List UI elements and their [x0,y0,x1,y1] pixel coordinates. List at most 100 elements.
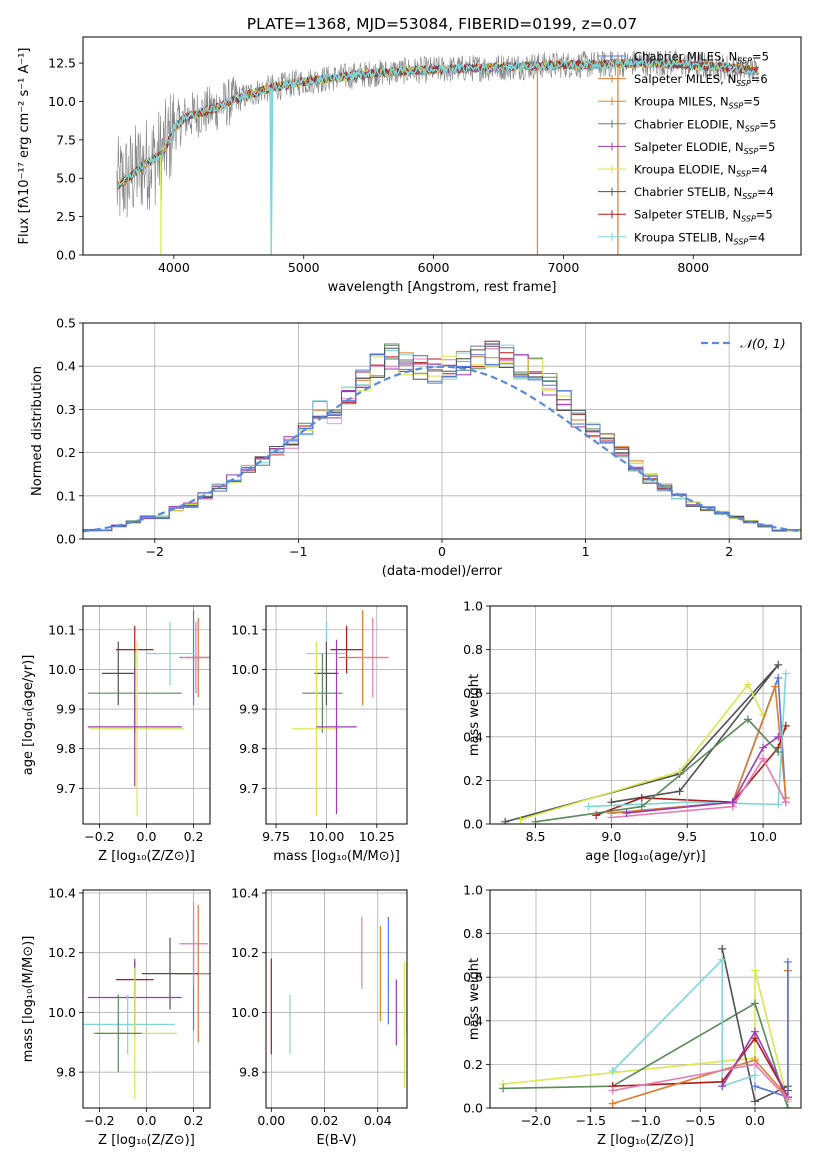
weight-point [683,798,692,807]
weight-point [637,802,646,811]
x-tick-label: −0.2 [84,829,114,844]
y-tick-label: 10.4 [48,885,76,900]
plot-area [501,660,790,824]
y-axis-label: age [log₁₀(age/yr)] [21,655,36,776]
weight-point [608,1086,617,1095]
y-tick-label: 0.2 [56,445,76,460]
weight-line [611,756,787,819]
y-tick-label: 1.0 [463,883,483,898]
weight-point [743,680,752,689]
weight-point [607,813,616,822]
legend-label: Kroupa ELODIE, NSSP=4 [634,163,768,179]
weight-point [718,1082,727,1091]
weight-line [611,677,787,814]
chart-title: PLATE=1368, MJD=53084, FIBERID=0199, z=0… [247,15,637,33]
weight-point [751,1060,760,1069]
weight-line [612,957,756,1088]
weight-point [751,1071,760,1080]
axes-frame [82,605,211,825]
weight-point [783,1095,792,1104]
weight-line [626,736,779,814]
weight-point [781,798,790,807]
x-axis-label: mass [log₁₀(M/M⊙)] [273,849,400,864]
weight-point [718,944,727,953]
x-tick-label: 10.0 [749,829,777,844]
x-tick-label: 6000 [418,260,450,275]
x-tick-label: −1.0 [630,1113,660,1128]
y-tick-label: 0.0 [463,817,483,832]
plot-area [270,916,407,1088]
weight-point [584,802,593,811]
y-tick-label: 0.5 [56,316,76,331]
axes-frame [489,889,802,1109]
x-tick-label: 9.5 [677,829,697,844]
weight-point [783,957,792,966]
x-tick-label: 7000 [547,260,579,275]
plot-area [499,944,792,1108]
x-tick-label: −0.2 [84,1113,114,1128]
y-tick-label: 9.7 [239,781,259,796]
weight-line [611,686,787,814]
weight-point [751,1097,760,1106]
legend: 𝒩(0, 1) [701,336,786,351]
weight-point [774,673,783,682]
weight-point [728,798,737,807]
x-tick-label: 4000 [158,260,190,275]
panel-Z-age: −0.2 0.0 0.2 9.7 9.8 9.9 10.0 10.1 Z [log₁₀(Z/Z⊙… [21,605,211,864]
y-tick-label: 1.0 [463,599,483,614]
weight-point [743,715,752,724]
x-tick-label: 1 [582,544,590,559]
x-tick-label: 0.02 [311,1113,339,1128]
x-tick-label: 0.2 [184,1113,204,1128]
weight-point [774,748,783,757]
x-tick-label: 10.00 [309,829,345,844]
plot-area [116,49,759,255]
x-tick-label: 0.0 [137,829,157,844]
y-tick-label: 0.0 [56,532,76,547]
y-tick-label: 0.2 [463,773,483,788]
x-tick-label: 2 [725,544,733,559]
x-tick-label: 0.0 [137,1113,157,1128]
y-tick-label: 0.2 [463,1057,483,1072]
x-axis-label: age [log₁₀(age/yr)] [585,849,706,864]
y-tick-label: 9.9 [56,702,76,717]
x-tick-label: 9.75 [262,829,290,844]
weight-point [675,767,684,776]
weight-point [499,1084,508,1093]
observed-spectrum [116,49,759,218]
legend-label: Chabrier ELODIE, NSSP=5 [634,117,776,133]
axes-frame [489,605,802,825]
y-tick-label: 10.0 [231,662,259,677]
x-tick-label: −2.0 [521,1113,551,1128]
weight-point [637,793,646,802]
x-tick-label: 9.0 [601,829,621,844]
x-tick-label: 10.25 [359,829,395,844]
y-tick-label: 0.6 [463,686,483,701]
x-tick-label: 0.2 [184,829,204,844]
y-axis-label: Normed distribution [30,366,45,496]
weight-point [751,966,760,975]
panel-Z-weight: −2.0 −1.5 −1.0 −0.5 0.0 0.0 0.2 0.4 0.6 0.8 1.0 Z [… [463,883,802,1148]
legend-label: Kroupa STELIB, NSSP=4 [634,230,765,246]
plot-area [292,609,389,817]
y-tick-label: 2.5 [56,209,76,224]
weight-point [783,1104,792,1108]
weight-point [608,1099,617,1108]
axes-frame [265,605,408,825]
weight-point [751,999,760,1008]
x-tick-label: 0.0 [745,1113,765,1128]
y-tick-label: 9.8 [56,741,76,756]
y-tick-label: 0.3 [56,402,76,417]
panel-mass-age: 9.75 10.00 10.25 9.7 9.8 9.9 10.0 10.1 mass [log… [231,605,408,864]
plot-area [83,340,801,533]
y-tick-label: 10.1 [231,622,259,637]
x-tick-label: −1.5 [576,1113,606,1128]
y-tick-label: 7.5 [56,132,76,147]
weight-point [751,1082,760,1091]
y-tick-label: 10.0 [48,1005,76,1020]
x-tick-label: 0.04 [364,1113,392,1128]
y-tick-label: 9.7 [56,781,76,796]
x-tick-label: 8000 [677,260,709,275]
y-tick-label: 10.4 [231,885,259,900]
